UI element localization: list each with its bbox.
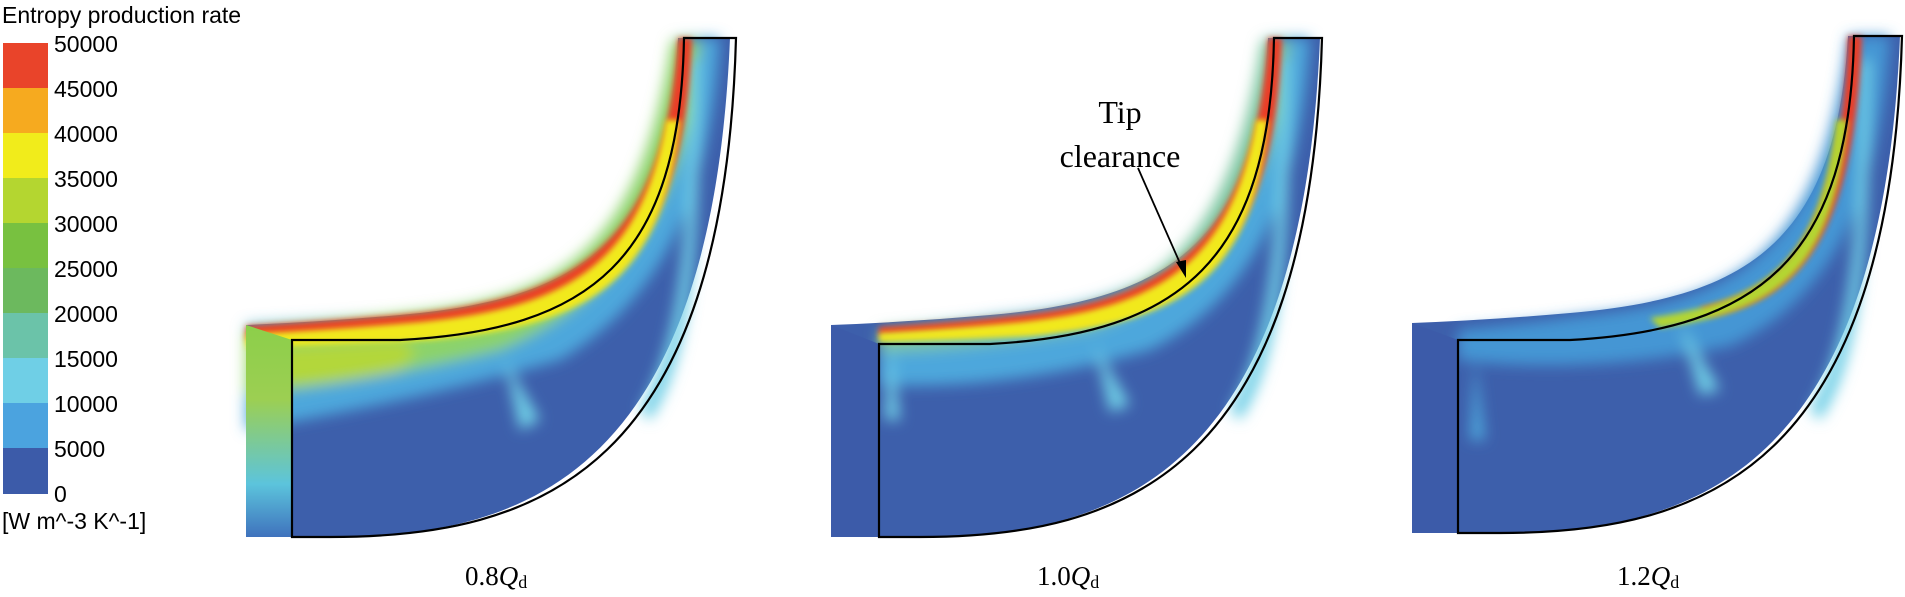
hub-inlet [831,325,879,537]
flow-rate-subscript: d [518,572,528,592]
shroud-yellow-band [246,120,680,348]
colorbar-tick-label: 30000 [54,211,118,237]
colorbar-swatch [3,178,48,224]
legend-unit: [W m^-3 K^-1] [2,508,147,534]
colorbar-swatch [3,448,48,494]
hub-inlet [1412,323,1458,533]
colorbar-tick-label: 35000 [54,166,118,192]
contour-panel-1 [246,36,738,539]
panel-2-caption: 1.0Qd [1037,561,1099,593]
colorbar-swatch [3,133,48,179]
hub-inlet [246,325,292,537]
blade-outline [1456,34,1904,535]
colorbar-tick-label: 10000 [54,391,118,417]
flow-rate-value: 1.2 [1617,561,1651,591]
colorbar-swatch [3,358,48,404]
colorbar-swatch [3,268,48,314]
colorbar-swatch [3,43,48,89]
colorbar-legend: Entropy production rate 50000 45000 40000 3… [0,0,300,560]
flow-rate-symbol: Q [1070,561,1091,591]
flow-rate-subscript: d [1670,572,1680,592]
shroud-high-entropy [246,38,692,340]
flow-rate-value: 1.0 [1037,561,1071,591]
panel-3-caption: 1.2Qd [1617,561,1679,593]
colorbar-tick-label: 5000 [54,436,106,462]
flow-domain [1412,36,1900,533]
panel-1-caption: 0.8Qd [465,561,527,593]
colorbar-swatch [3,313,48,359]
colorbar-tick-label: 15000 [54,346,118,372]
shroud-yellow-band [879,120,1268,342]
legend-title: Entropy production rate [2,2,242,28]
colorbar-tick-label: 50000 [54,31,118,57]
tip-clearance-arrow [1137,167,1186,278]
colorbar-tick-label: 0 [54,481,67,507]
flow-domain [246,38,730,537]
blade-outline [877,36,1324,539]
colorbar-swatch [3,403,48,449]
flow-rate-symbol: Q [498,561,519,591]
colorbar-tick-label: 25000 [54,256,118,282]
colorbar-swatch [3,223,48,269]
tip-clearance-label: Tip clearance [1059,94,1181,174]
colorbar-tick-label: 40000 [54,121,118,147]
flow-rate-subscript: d [1090,572,1100,592]
colorbar-tick-label: 45000 [54,76,118,102]
blade-outline [290,36,738,539]
flow-domain [831,38,1320,537]
flow-rate-value: 0.8 [465,561,499,591]
contour-panel-3 [1412,34,1904,535]
colorbar-tick-label: 20000 [54,301,118,327]
flow-rate-symbol: Q [1650,561,1671,591]
colorbar-swatch [3,88,48,134]
